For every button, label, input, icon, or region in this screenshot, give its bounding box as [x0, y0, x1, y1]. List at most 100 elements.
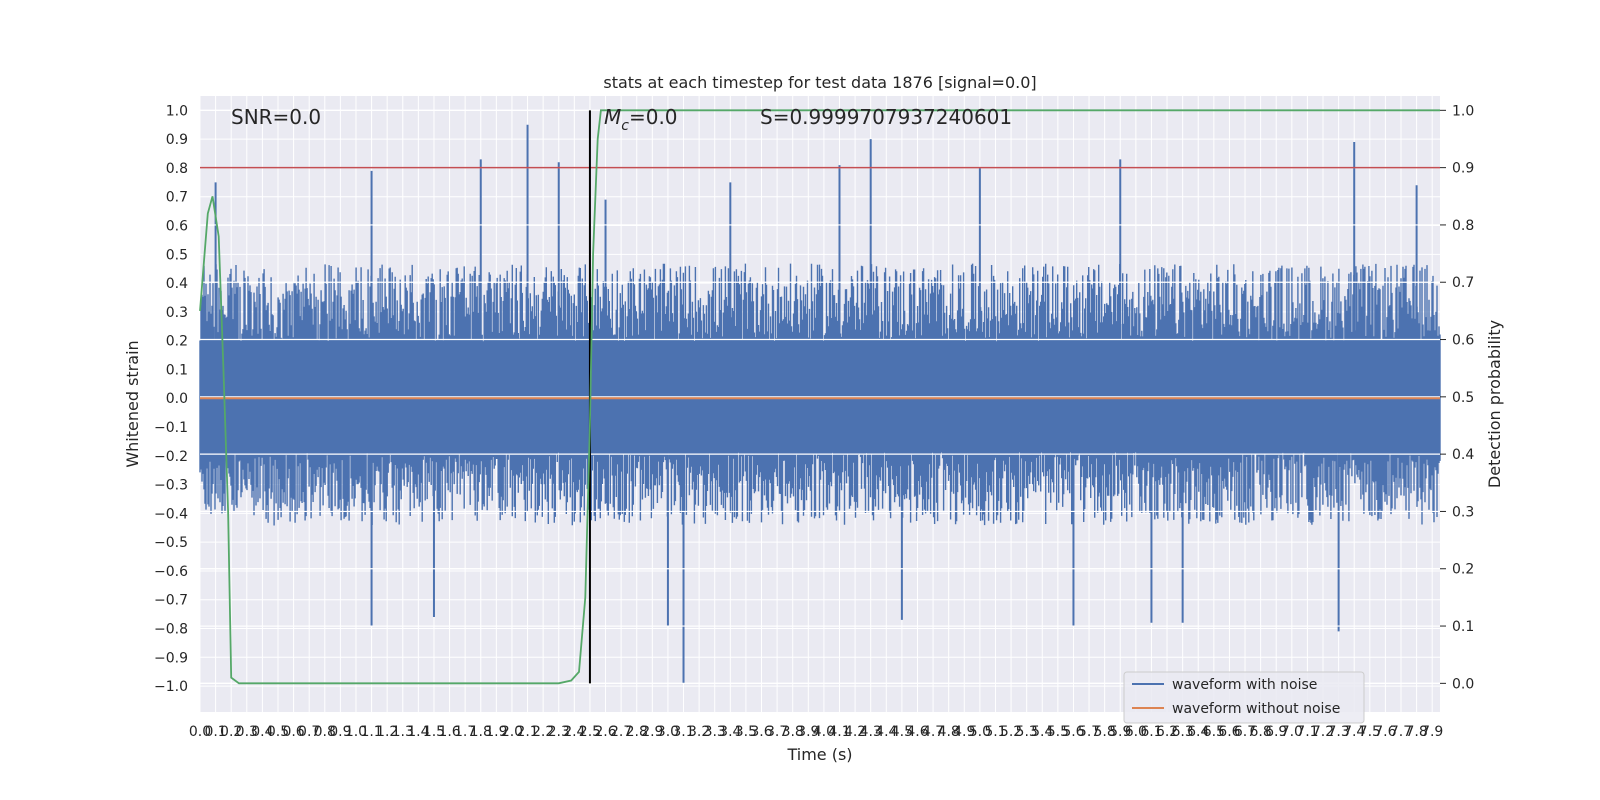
y-tick-label-left: 0.7	[166, 190, 188, 206]
y-tick-label-right: 0.0	[1452, 676, 1474, 692]
x-tick-label: 5.8	[1094, 724, 1116, 740]
y-tick-label-left: −0.6	[154, 564, 188, 580]
y-tick-label-left: −0.5	[154, 535, 188, 551]
x-tick-label: 2.0	[501, 724, 523, 740]
x-tick-label: 1.9	[485, 724, 507, 740]
x-tick-label: 0.7	[298, 724, 320, 740]
x-tick-label: 0.3	[236, 724, 258, 740]
x-tick-label: 6.8	[1249, 724, 1271, 740]
y-tick-label-left: −1.0	[154, 679, 188, 695]
y-tick-label-right: 0.5	[1452, 390, 1474, 406]
y-tick-label-left: −0.2	[154, 449, 188, 465]
x-tick-label: 5.7	[1078, 724, 1100, 740]
mc-symbol: M	[604, 105, 621, 129]
y-tick-label-right: 0.7	[1452, 275, 1474, 291]
y-tick-label-left: 0.4	[166, 276, 188, 292]
x-tick-label: 0.5	[267, 724, 289, 740]
x-tick-label: 6.9	[1265, 724, 1287, 740]
snr-annotation: SNR=0.0	[231, 105, 321, 129]
x-tick-label: 4.9	[953, 724, 975, 740]
x-tick-label: 0.2	[220, 724, 242, 740]
y-axis-label-left: Whitened strain	[123, 340, 142, 467]
x-tick-label: 5.1	[984, 724, 1006, 740]
x-tick-label: 7.9	[1421, 724, 1443, 740]
x-tick-label: 6.6	[1218, 724, 1240, 740]
detection-probability-line	[199, 109, 1440, 685]
y-tick-label-left: −0.8	[154, 622, 188, 638]
y-tick-label-right: 0.4	[1452, 447, 1474, 463]
y-tick-label-left: 0.0	[166, 391, 188, 407]
y-tick-label-left: 1.0	[166, 103, 188, 119]
x-tick-label: 0.8	[314, 724, 336, 740]
x-tick-label: 4.8	[938, 724, 960, 740]
x-tick-label: 3.1	[672, 724, 694, 740]
x-tick-label: 3.5	[735, 724, 757, 740]
x-tick-label: 0.9	[329, 724, 351, 740]
legend-box	[1123, 671, 1365, 724]
x-tick-label: 7.2	[1312, 724, 1334, 740]
y-tick-label-right: 0.3	[1452, 504, 1474, 520]
y-tick-label-right: 0.8	[1452, 218, 1474, 234]
y-tick-label-right: 1.0	[1452, 103, 1474, 119]
data-layer	[199, 109, 1441, 685]
x-tick-label: 6.0	[1125, 724, 1147, 740]
y-tick-label-right: 0.2	[1452, 562, 1474, 578]
x-tick-label: 3.4	[719, 724, 741, 740]
x-tick-label: 4.7	[922, 724, 944, 740]
x-tick-label: 2.5	[579, 724, 601, 740]
s-annotation: S=0.9999707937240601	[760, 105, 1012, 129]
x-tick-label: 1.1	[360, 724, 382, 740]
mc-annotation: Mc=0.0	[604, 105, 678, 134]
x-tick-label: 3.0	[657, 724, 679, 740]
x-tick-label: 5.4	[1031, 724, 1053, 740]
y-tick-label-left: −0.7	[154, 593, 188, 609]
y-axis-label-right: Detection probability	[1485, 320, 1504, 488]
mc-subscript: c	[621, 118, 629, 134]
x-tick-label: 0.4	[251, 724, 273, 740]
x-axis-label: Time (s)	[786, 745, 852, 764]
x-tick-label: 1.0	[345, 724, 367, 740]
x-tick-label: 2.8	[626, 724, 648, 740]
x-tick-label: 7.4	[1343, 724, 1365, 740]
x-tick-label: 5.0	[969, 724, 991, 740]
x-tick-label: 7.7	[1390, 724, 1412, 740]
x-tick-label: 7.1	[1296, 724, 1318, 740]
x-tick-label: 1.2	[376, 724, 398, 740]
x-tick-label: 6.3	[1172, 724, 1194, 740]
x-tick-label: 0.0	[189, 724, 211, 740]
y-tick-label-left: 0.6	[166, 219, 188, 235]
x-tick-label: 5.6	[1062, 724, 1084, 740]
x-tick-label: 2.6	[594, 724, 616, 740]
x-tick-label: 4.3	[860, 724, 882, 740]
x-tick-label: 1.7	[454, 724, 476, 740]
y-tick-label-left: −0.4	[154, 506, 188, 522]
axes: 0.00.10.20.30.40.50.60.70.80.91.01.11.21…	[154, 103, 1474, 740]
x-tick-label: 3.3	[704, 724, 726, 740]
x-tick-label: 3.8	[782, 724, 804, 740]
mc-value: =0.0	[629, 105, 678, 129]
x-tick-label: 3.2	[688, 724, 710, 740]
x-tick-label: 6.5	[1203, 724, 1225, 740]
x-tick-label: 3.7	[766, 724, 788, 740]
legend-label-without-noise: waveform without noise	[1172, 701, 1340, 717]
x-tick-label: 5.2	[1000, 724, 1022, 740]
y-tick-label-left: −0.9	[154, 650, 188, 666]
x-tick-label: 3.6	[750, 724, 772, 740]
x-tick-label: 7.5	[1359, 724, 1381, 740]
x-tick-label: 0.1	[204, 724, 226, 740]
chart-title: stats at each timestep for test data 187…	[603, 73, 1036, 92]
y-tick-label-right: 0.9	[1452, 161, 1474, 177]
y-tick-label-left: −0.1	[154, 420, 188, 436]
x-tick-label: 4.0	[813, 724, 835, 740]
x-tick-label: 7.6	[1374, 724, 1396, 740]
y-tick-label-left: −0.3	[154, 478, 188, 494]
x-tick-label: 5.9	[1109, 724, 1131, 740]
x-tick-label: 6.1	[1140, 724, 1162, 740]
y-tick-label-left: 0.1	[166, 362, 188, 378]
y-tick-label-left: 0.9	[166, 132, 188, 148]
x-tick-label: 7.0	[1281, 724, 1303, 740]
y-tick-label-left: 0.5	[166, 247, 188, 263]
x-tick-label: 4.6	[906, 724, 928, 740]
x-tick-label: 2.2	[532, 724, 554, 740]
